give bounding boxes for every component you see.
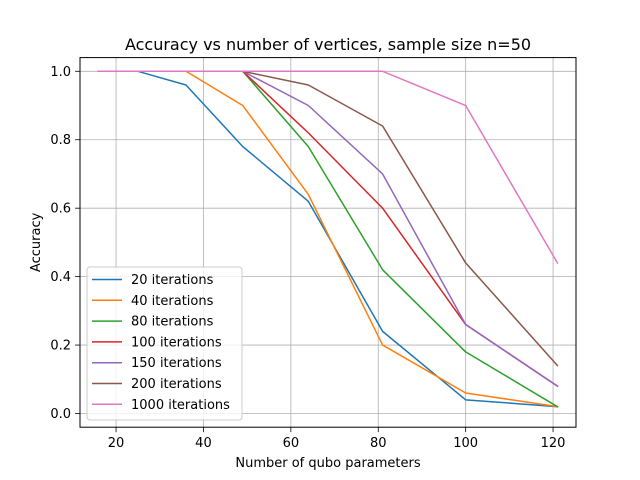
x-tick-label: 60 bbox=[283, 436, 300, 451]
y-tick-label: 1.0 bbox=[50, 65, 71, 80]
y-axis-label: Accuracy bbox=[29, 212, 44, 272]
legend-entry-label: 1000 iterations bbox=[131, 398, 230, 413]
chart-title: Accuracy vs number of vertices, sample s… bbox=[125, 35, 531, 54]
legend-entry-label: 200 iterations bbox=[131, 377, 222, 392]
y-tick-label: 0.6 bbox=[50, 202, 71, 217]
x-axis-label: Number of qubo parameters bbox=[235, 456, 420, 471]
legend-entry-label: 40 iterations bbox=[131, 294, 214, 309]
legend-entry-label: 80 iterations bbox=[131, 315, 214, 330]
x-tick-label: 40 bbox=[195, 436, 212, 451]
legend-entry-label: 20 iterations bbox=[131, 273, 214, 288]
legend-frame bbox=[86, 266, 243, 421]
y-tick-label: 0.0 bbox=[50, 407, 71, 422]
y-axis-ticks: 0.0 0.2 0.4 0.6 0.8 1.0 bbox=[50, 65, 80, 422]
series-line bbox=[97, 70, 559, 264]
legend-entry-label: 150 iterations bbox=[131, 356, 222, 371]
y-tick-label: 0.2 bbox=[50, 339, 71, 354]
x-tick-label: 80 bbox=[370, 436, 387, 451]
x-axis-ticks: 20 40 60 80 100 120 bbox=[108, 427, 566, 451]
y-tick-label: 0.4 bbox=[50, 270, 71, 285]
legend-entry-label: 100 iterations bbox=[131, 335, 222, 350]
legend: 20 iterations 40 iterations 80 iterations 1… bbox=[86, 266, 243, 421]
plot-frame bbox=[79, 57, 577, 428]
y-tick-label: 0.8 bbox=[50, 133, 71, 148]
series-lines bbox=[97, 70, 559, 408]
x-tick-label: 120 bbox=[541, 436, 566, 451]
x-tick-label: 20 bbox=[108, 436, 125, 451]
x-tick-label: 100 bbox=[453, 436, 478, 451]
series-line bbox=[97, 70, 559, 408]
